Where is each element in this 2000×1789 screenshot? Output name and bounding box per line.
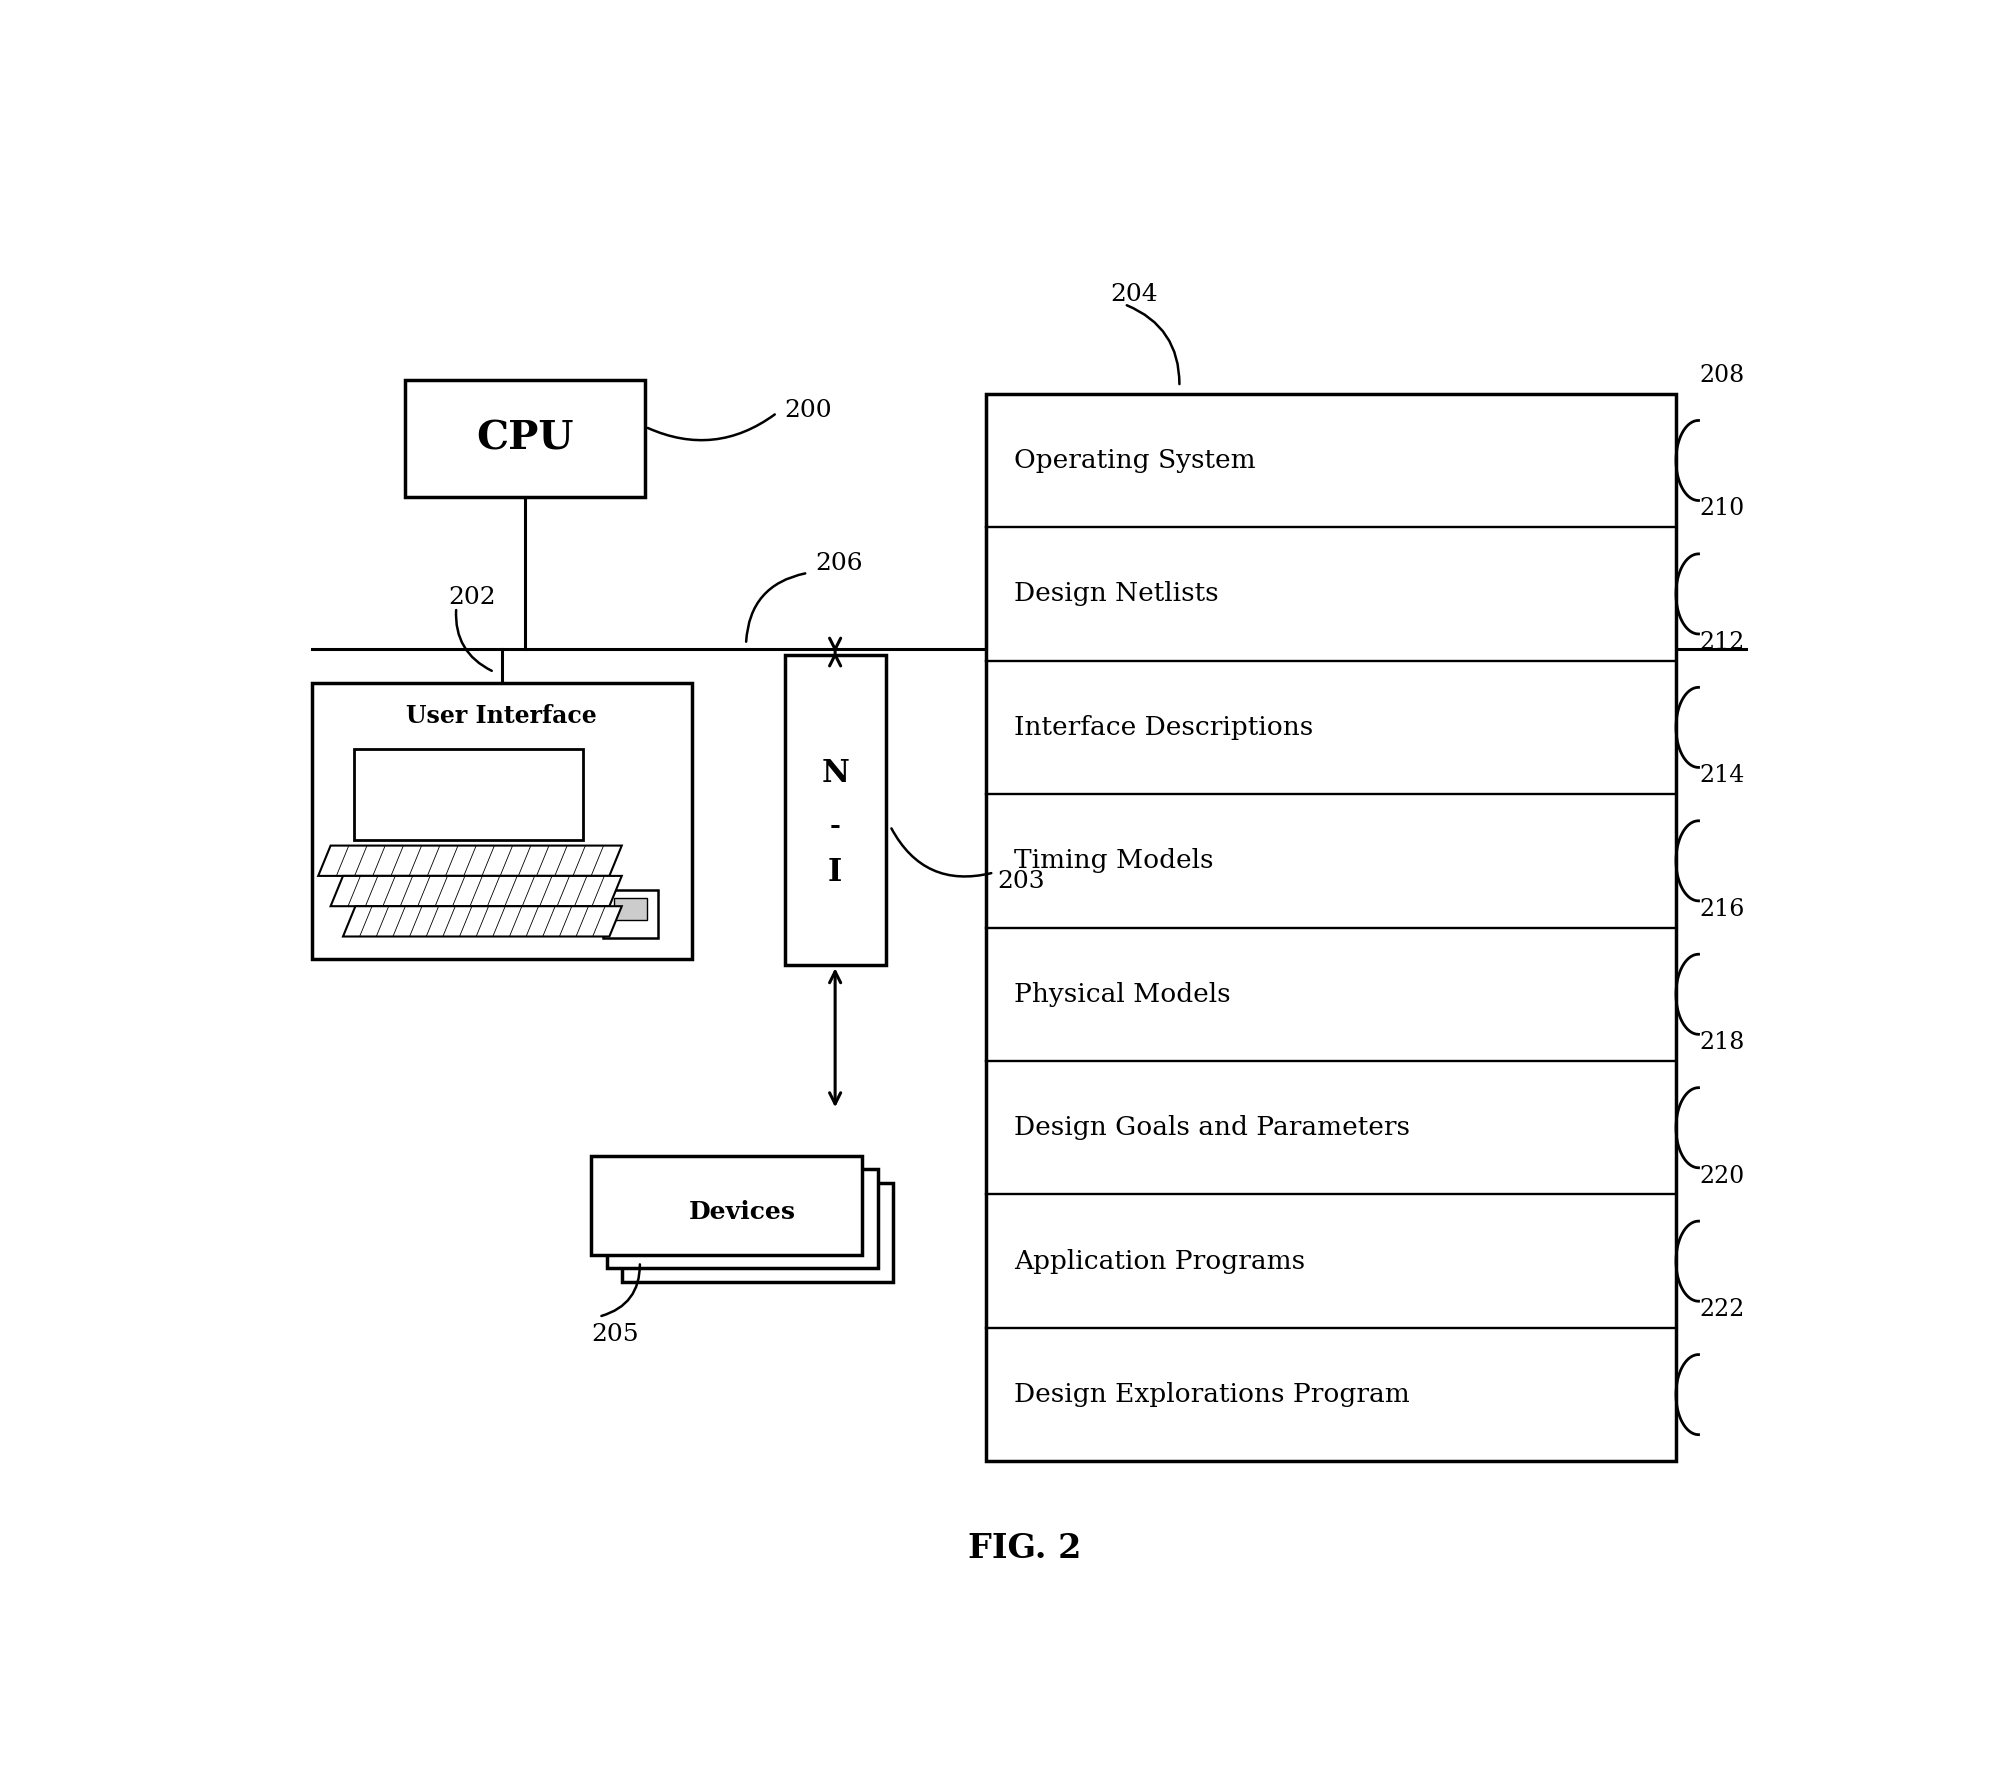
Bar <box>614 898 646 920</box>
Polygon shape <box>344 907 622 936</box>
Polygon shape <box>318 846 622 877</box>
Text: 212: 212 <box>1700 632 1744 653</box>
Text: User Interface: User Interface <box>406 703 598 728</box>
Text: 216: 216 <box>1700 898 1744 921</box>
Bar <box>604 889 658 937</box>
Bar <box>622 1183 894 1283</box>
Text: N: N <box>822 759 850 789</box>
Text: 202: 202 <box>448 587 496 608</box>
Text: 200: 200 <box>784 399 832 422</box>
Text: 214: 214 <box>1700 764 1744 787</box>
Text: Timing Models: Timing Models <box>1014 848 1214 873</box>
Text: 220: 220 <box>1700 1165 1744 1188</box>
Text: Design Netlists: Design Netlists <box>1014 581 1218 606</box>
Text: 205: 205 <box>592 1324 638 1345</box>
Text: FIG. 2: FIG. 2 <box>968 1531 1082 1565</box>
Text: 203: 203 <box>998 869 1044 893</box>
Bar <box>606 1170 878 1268</box>
Text: Design Explorations Program: Design Explorations Program <box>1014 1383 1410 1408</box>
Text: Design Goals and Parameters: Design Goals and Parameters <box>1014 1115 1410 1140</box>
Text: 208: 208 <box>1700 363 1744 386</box>
Bar <box>592 1156 862 1254</box>
Bar <box>312 683 692 959</box>
Text: Operating System: Operating System <box>1014 447 1256 472</box>
Text: Application Programs: Application Programs <box>1014 1249 1306 1274</box>
Text: Interface Descriptions: Interface Descriptions <box>1014 716 1314 741</box>
Text: I: I <box>828 857 842 887</box>
Text: 204: 204 <box>1110 283 1158 306</box>
Polygon shape <box>330 877 622 907</box>
Text: CPU: CPU <box>476 420 574 458</box>
Text: 210: 210 <box>1700 497 1744 521</box>
Text: 218: 218 <box>1700 1030 1744 1054</box>
Text: Devices: Devices <box>688 1200 796 1224</box>
Bar <box>354 750 584 841</box>
Text: Physical Models: Physical Models <box>1014 982 1230 1007</box>
Bar <box>404 379 646 497</box>
Text: 206: 206 <box>816 551 864 574</box>
Text: 222: 222 <box>1700 1299 1744 1320</box>
Bar <box>986 394 1676 1462</box>
Bar <box>784 655 886 966</box>
Text: -: - <box>830 814 840 839</box>
